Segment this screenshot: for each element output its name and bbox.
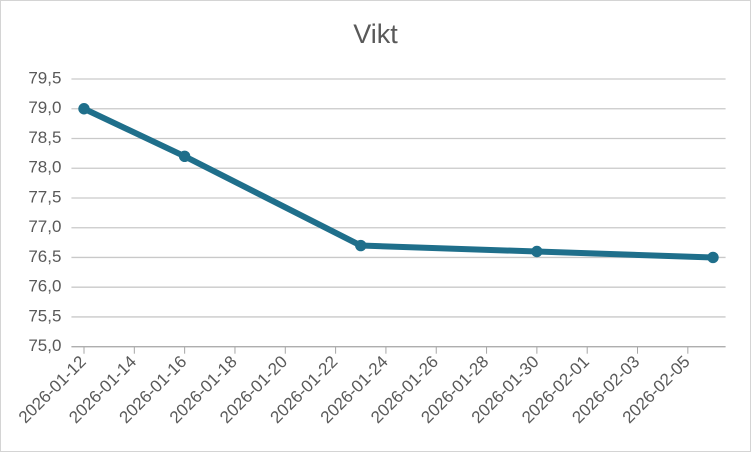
svg-text:77,0: 77,0 — [28, 217, 61, 236]
svg-text:75,5: 75,5 — [28, 306, 61, 325]
svg-text:77,5: 77,5 — [28, 187, 61, 206]
svg-text:79,5: 79,5 — [28, 68, 61, 87]
svg-text:76,5: 76,5 — [28, 247, 61, 266]
svg-text:76,0: 76,0 — [28, 277, 61, 296]
svg-text:75,0: 75,0 — [28, 336, 61, 355]
svg-text:79,0: 79,0 — [28, 98, 61, 117]
svg-text:78,0: 78,0 — [28, 158, 61, 177]
svg-text:78,5: 78,5 — [28, 128, 61, 147]
